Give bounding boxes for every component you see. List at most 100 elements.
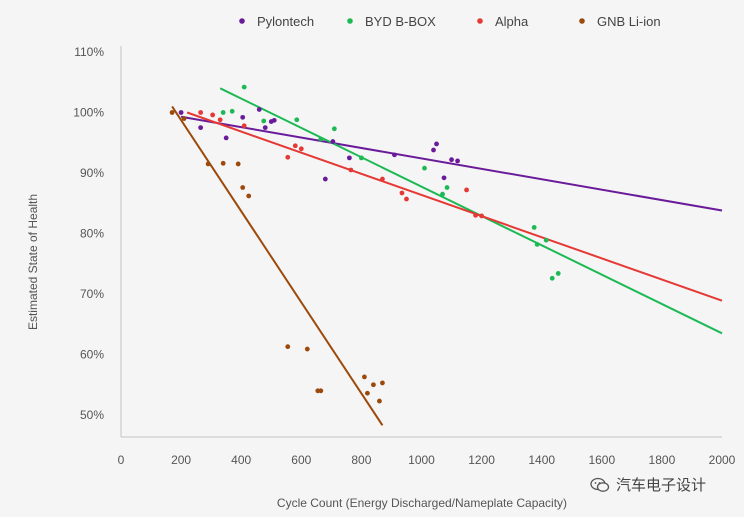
data-point-pylontech: [262, 125, 268, 131]
data-point-alpha: [285, 154, 291, 160]
data-point-pylontech: [322, 176, 328, 182]
data-point-byd-b-box: [331, 126, 337, 132]
x-tick-label: 1600: [588, 453, 615, 467]
y-tick-label: 50%: [80, 408, 104, 422]
data-point-pylontech: [240, 114, 246, 120]
axes: [120, 46, 722, 438]
watermark-text: 汽车电子设计: [616, 476, 707, 494]
y-tick-label: 60%: [80, 348, 104, 362]
trendline-alpha: [186, 111, 723, 302]
data-point-byd-b-box: [229, 108, 235, 114]
trendline-gnb-li-ion: [171, 105, 384, 426]
data-point-gnb-li-ion: [304, 346, 310, 352]
data-points: [169, 84, 561, 404]
x-tick-labels: 0 200 400 600 800 1000 1200 1400 1600 1800 2000: [118, 453, 736, 467]
legend-marker-gnb-li-ion: [579, 18, 585, 24]
legend-marker-alpha: [477, 18, 483, 24]
data-point-gnb-li-ion: [371, 382, 376, 388]
x-tick-label: 1800: [649, 453, 676, 467]
data-point-pylontech: [223, 135, 229, 141]
legend-label-pylontech: Pylontech: [257, 14, 314, 29]
data-point-byd-b-box: [440, 191, 445, 197]
data-point-alpha: [292, 143, 298, 149]
y-tick-label: 70%: [80, 287, 104, 301]
data-point-alpha: [241, 123, 247, 129]
data-point-byd-b-box: [531, 225, 537, 230]
x-tick-label: 1000: [408, 453, 435, 467]
trendline-byd-b-box: [219, 87, 723, 335]
data-point-alpha: [380, 176, 385, 182]
y-axis-title: Estimated State of Health: [26, 194, 40, 330]
data-point-alpha: [210, 112, 216, 118]
x-tick-label: 1200: [468, 453, 495, 467]
x-tick-label: 1400: [528, 453, 555, 467]
data-point-byd-b-box: [555, 271, 561, 276]
legend-label-gnb-li-ion: GNB Li-ion: [597, 14, 661, 29]
data-point-gnb-li-ion: [205, 161, 211, 167]
data-point-pylontech: [441, 175, 447, 181]
watermark: 汽车电子设计: [590, 474, 706, 495]
data-point-alpha: [217, 117, 223, 123]
data-point-byd-b-box: [549, 275, 555, 281]
data-point-alpha: [198, 110, 204, 115]
data-point-pylontech: [392, 152, 397, 158]
data-point-gnb-li-ion: [377, 398, 382, 404]
data-point-alpha: [464, 187, 469, 193]
data-point-alpha: [298, 146, 304, 152]
data-point-pylontech: [434, 141, 439, 147]
data-point-byd-b-box: [422, 165, 427, 171]
data-point-gnb-li-ion: [235, 161, 241, 167]
data-point-gnb-li-ion: [285, 344, 291, 350]
y-tick-labels: 50% 60% 70% 80% 90% 100% 110%: [73, 45, 104, 422]
x-tick-label: 800: [351, 453, 371, 467]
data-point-gnb-li-ion: [246, 193, 252, 199]
data-point-pylontech: [178, 110, 184, 115]
data-point-alpha: [348, 167, 354, 173]
data-point-pylontech: [198, 125, 204, 131]
data-point-gnb-li-ion: [365, 390, 370, 396]
legend-marker-pylontech: [239, 18, 245, 24]
data-point-gnb-li-ion: [169, 110, 175, 115]
data-point-alpha: [404, 196, 409, 202]
data-point-byd-b-box: [444, 185, 450, 190]
x-tick-label: 400: [231, 453, 251, 467]
y-tick-label: 90%: [80, 166, 104, 180]
data-point-byd-b-box: [294, 117, 300, 123]
data-point-pylontech: [455, 158, 460, 164]
y-tick-label: 100%: [73, 106, 104, 120]
x-tick-label: 2000: [709, 453, 736, 467]
data-point-pylontech: [449, 157, 454, 163]
data-point-gnb-li-ion: [380, 380, 385, 386]
y-tick-label: 110%: [74, 45, 104, 59]
x-tick-label: 0: [118, 453, 125, 467]
data-point-byd-b-box: [534, 241, 540, 247]
data-point-alpha: [479, 213, 484, 219]
data-point-pylontech: [256, 107, 262, 112]
legend: Pylontech BYD B-BOX Alpha GNB Li-ion: [239, 14, 661, 29]
data-point-pylontech: [271, 117, 277, 123]
data-point-byd-b-box: [359, 155, 364, 161]
wechat-icon: [590, 477, 610, 492]
trendline-pylontech: [180, 115, 723, 212]
data-point-gnb-li-ion: [181, 116, 187, 121]
data-point-gnb-li-ion: [318, 388, 324, 394]
legend-marker-byd-b-box: [347, 18, 353, 24]
x-tick-label: 600: [291, 453, 311, 467]
legend-label-alpha: Alpha: [495, 14, 529, 29]
data-point-pylontech: [346, 155, 352, 161]
data-point-alpha: [473, 212, 478, 218]
data-point-byd-b-box: [261, 118, 267, 124]
x-tick-label: 200: [171, 453, 191, 467]
data-point-gnb-li-ion: [362, 374, 367, 380]
data-point-byd-b-box: [318, 136, 324, 142]
data-point-pylontech: [431, 147, 436, 153]
data-point-gnb-li-ion: [240, 185, 246, 190]
data-point-byd-b-box: [220, 110, 226, 115]
data-point-gnb-li-ion: [220, 160, 226, 166]
data-point-byd-b-box: [543, 237, 549, 243]
legend-label-byd-b-box: BYD B-BOX: [365, 14, 436, 29]
data-point-byd-b-box: [241, 84, 247, 90]
trendlines: [171, 87, 723, 426]
data-point-pylontech: [330, 139, 336, 144]
